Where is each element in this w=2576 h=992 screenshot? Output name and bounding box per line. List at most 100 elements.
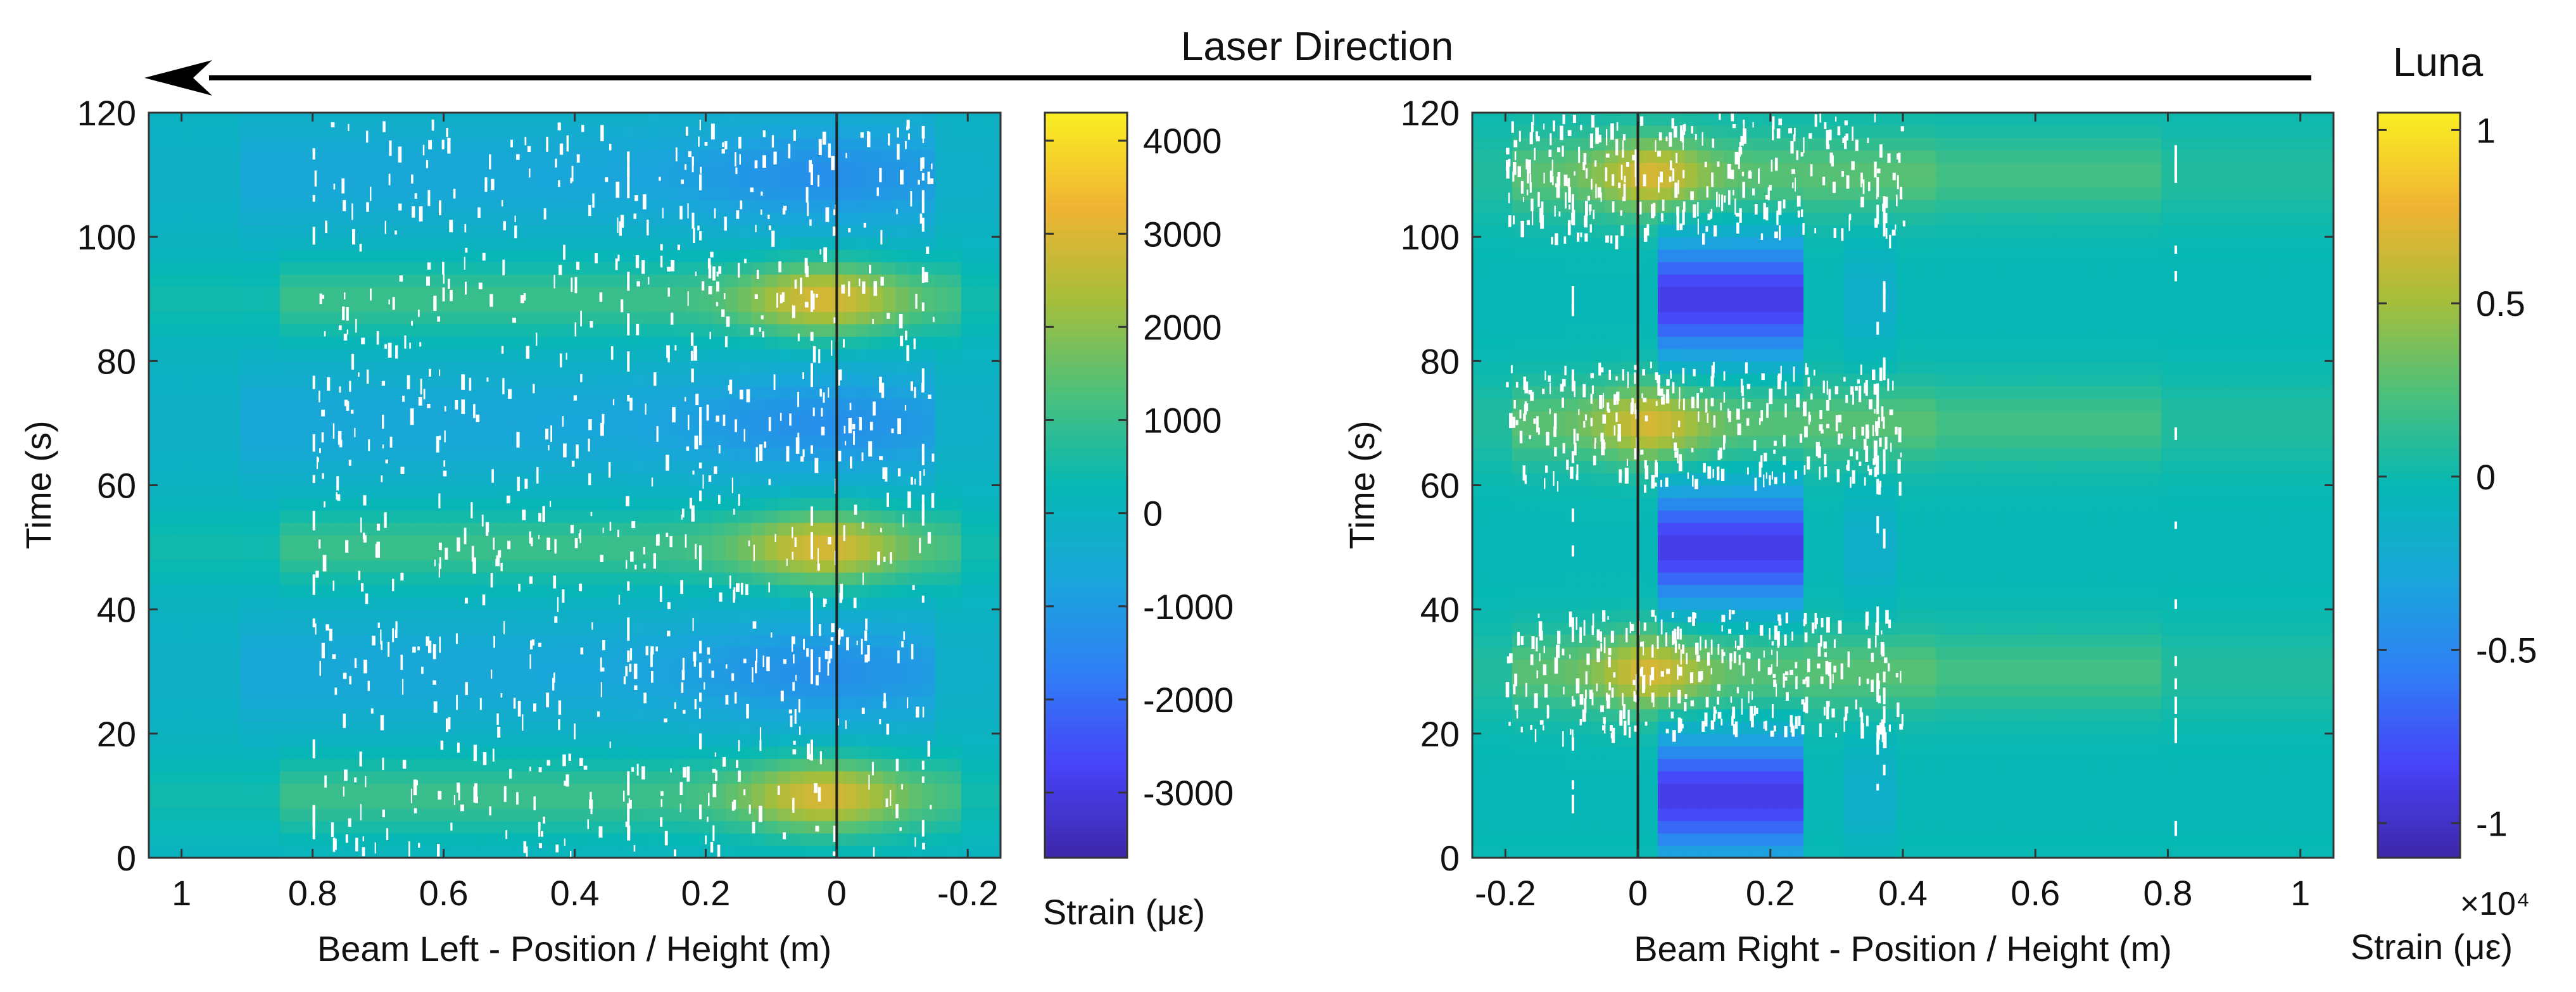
heatmap-cell xyxy=(476,472,490,486)
missing-data-speck xyxy=(427,404,431,408)
heatmap-cell xyxy=(253,175,267,188)
heatmap-cell xyxy=(384,460,398,474)
heatmap-cell xyxy=(817,696,831,710)
heatmap-cell xyxy=(306,684,320,697)
heatmap-cell xyxy=(647,175,660,188)
missing-data-speck xyxy=(481,514,484,527)
heatmap-cell xyxy=(699,622,713,635)
heatmap-cell xyxy=(149,746,163,759)
heatmap-cell xyxy=(712,634,726,648)
missing-data-speck xyxy=(348,460,351,466)
heatmap-cell xyxy=(384,199,398,213)
heatmap-cell xyxy=(371,249,386,263)
heatmap-cell xyxy=(725,448,739,461)
missing-data-streak xyxy=(627,394,630,401)
heatmap-cell xyxy=(581,597,595,610)
heatmap-cell xyxy=(817,187,831,201)
heatmap-cell xyxy=(594,113,608,126)
heatmap-cell xyxy=(161,286,176,299)
heatmap-cell xyxy=(961,448,975,461)
heatmap-cell xyxy=(633,311,648,325)
heatmap-cell xyxy=(319,386,333,399)
heatmap-cell xyxy=(371,274,386,287)
colorbar-swatch xyxy=(1045,733,1127,741)
heatmap-cell xyxy=(345,137,359,151)
heatmap-cell xyxy=(161,472,176,486)
heatmap-cell xyxy=(149,386,163,399)
heatmap-cell xyxy=(214,149,228,163)
missing-data-speck xyxy=(681,508,685,518)
heatmap-cell xyxy=(371,485,386,498)
heatmap-cell xyxy=(253,708,267,722)
missing-data-speck xyxy=(795,437,800,454)
heatmap-cell xyxy=(738,708,752,722)
heatmap-cell xyxy=(974,224,988,237)
heatmap-cell xyxy=(869,361,883,374)
heatmap-cell xyxy=(778,535,792,548)
heatmap-cell xyxy=(895,373,909,387)
missing-data-streak xyxy=(811,363,813,387)
heatmap-cell xyxy=(332,634,346,648)
heatmap-cell xyxy=(790,211,805,225)
missing-data-speck xyxy=(795,675,797,681)
heatmap-cell xyxy=(149,149,163,163)
heatmap-cell xyxy=(319,832,333,846)
heatmap-cell xyxy=(476,386,490,399)
heatmap-cell xyxy=(725,436,739,449)
missing-data-speck xyxy=(919,471,921,486)
missing-data-speck xyxy=(812,346,816,363)
heatmap-cell xyxy=(541,162,556,175)
missing-data-speck xyxy=(704,142,708,146)
missing-data-speck xyxy=(417,646,420,651)
heatmap-cell xyxy=(463,535,477,548)
heatmap-cell xyxy=(306,125,320,138)
heatmap-cell xyxy=(974,498,988,511)
heatmap-cell xyxy=(201,311,215,325)
heatmap-cell xyxy=(398,721,412,734)
heatmap-cell xyxy=(568,547,582,560)
heatmap-cell xyxy=(253,311,267,325)
heatmap-cell xyxy=(647,721,660,734)
heatmap-cell xyxy=(424,125,438,138)
missing-data-speck xyxy=(825,207,830,222)
heatmap-cell xyxy=(882,299,897,312)
heatmap-cell xyxy=(647,386,660,399)
heatmap-cell xyxy=(332,498,346,511)
heatmap-cell xyxy=(581,224,595,237)
missing-data-speck xyxy=(683,710,686,714)
missing-data-speck xyxy=(553,575,557,589)
heatmap-cell xyxy=(672,137,687,151)
heatmap-cell xyxy=(201,820,215,834)
heatmap-cell xyxy=(660,436,674,449)
heatmap-cell xyxy=(188,361,202,374)
heatmap-cell xyxy=(293,237,307,250)
heatmap-cell xyxy=(948,770,962,784)
missing-data-streak xyxy=(921,302,925,311)
missing-data-speck xyxy=(667,602,671,610)
heatmap-cell xyxy=(751,460,766,474)
heatmap-cell xyxy=(935,746,949,759)
heatmap-cell xyxy=(371,733,386,747)
heatmap-cell xyxy=(358,373,372,387)
heatmap-cell xyxy=(489,659,503,672)
heatmap-cell xyxy=(751,323,766,337)
heatmap-cell xyxy=(489,584,503,598)
heatmap-cell xyxy=(450,249,464,263)
missing-data-speck xyxy=(888,133,890,146)
heatmap-cell xyxy=(424,211,438,225)
heatmap-cell xyxy=(371,795,386,809)
heatmap-cell xyxy=(921,560,936,573)
heatmap-cell xyxy=(319,820,333,834)
heatmap-cell xyxy=(149,175,163,188)
heatmap-cell xyxy=(267,746,281,759)
missing-data-speck xyxy=(900,336,904,346)
heatmap-cell xyxy=(529,547,543,560)
heatmap-cell xyxy=(201,832,215,846)
heatmap-cell xyxy=(633,299,648,312)
missing-data-speck xyxy=(771,632,773,638)
heatmap-cell xyxy=(817,560,831,573)
heatmap-cell xyxy=(253,547,267,560)
heatmap-cell xyxy=(227,261,241,275)
heatmap-cell xyxy=(738,410,752,424)
missing-data-speck xyxy=(873,847,875,858)
